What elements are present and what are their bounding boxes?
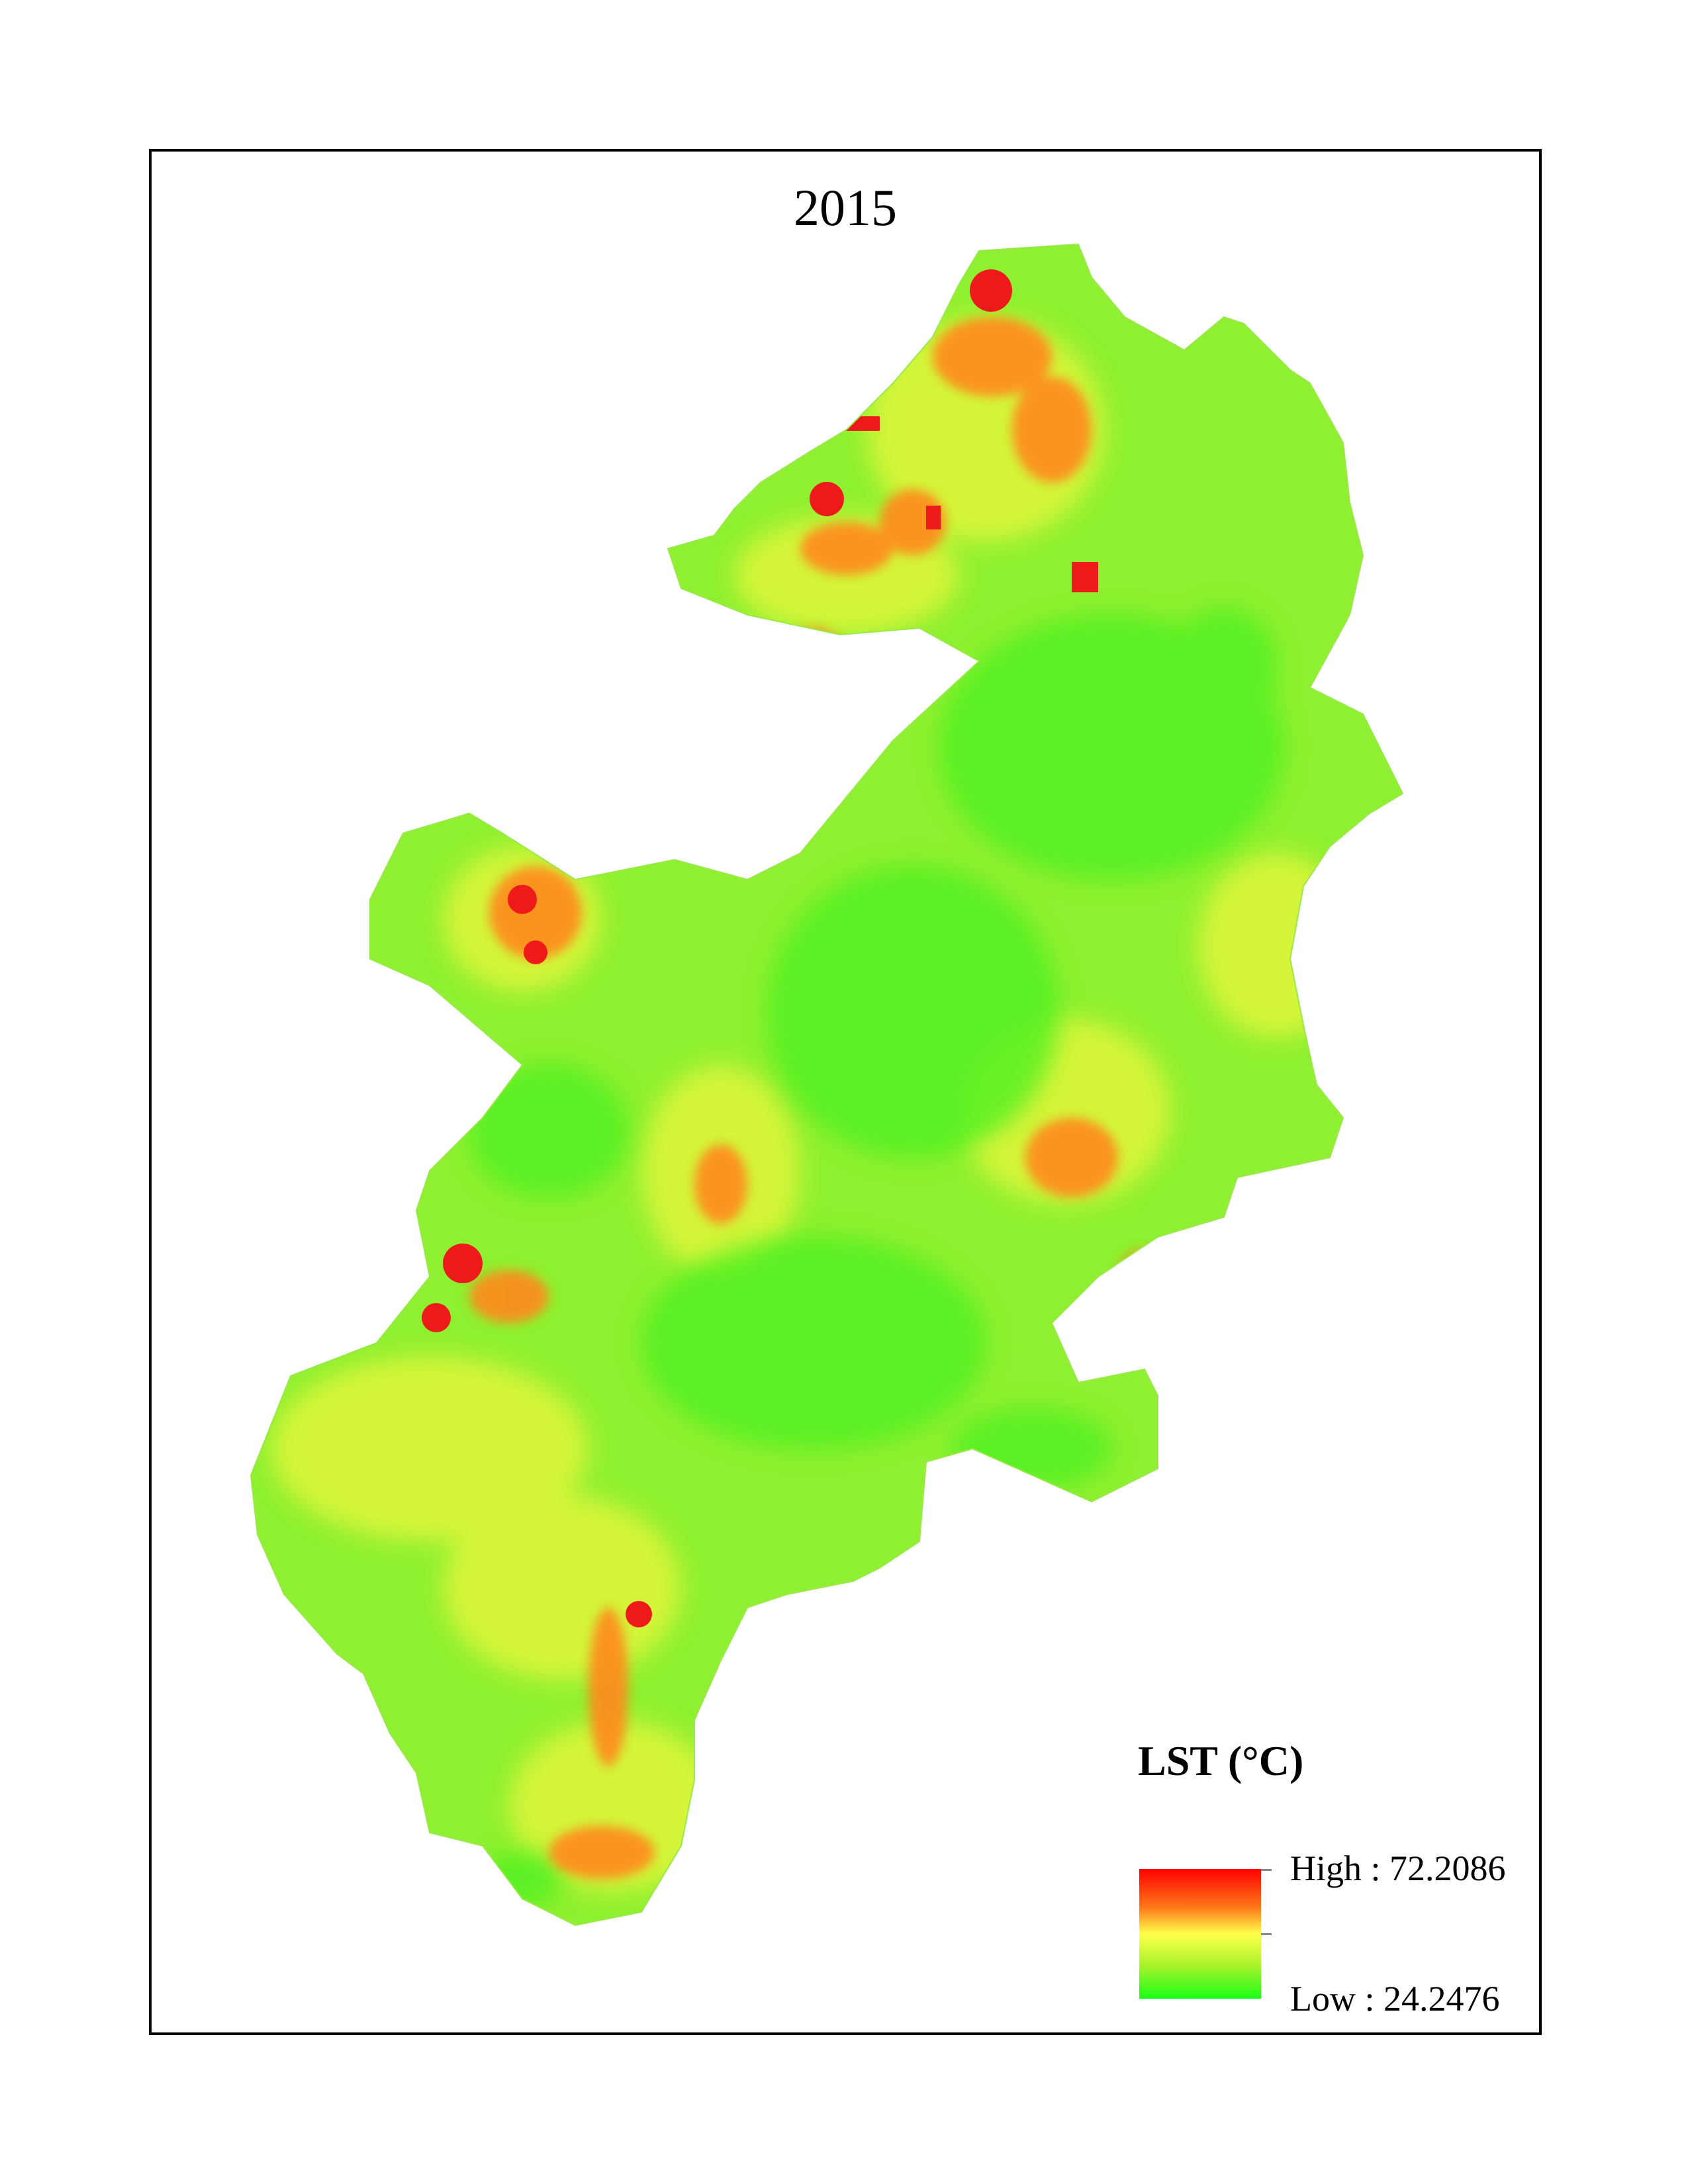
orange-zone <box>549 1826 655 1879</box>
legend-tick-high <box>1261 1869 1272 1871</box>
orange-zone <box>780 628 847 694</box>
green-zone <box>469 1065 628 1197</box>
cool-spot <box>704 619 731 636</box>
green-zone <box>483 1852 562 1905</box>
legend-tick-mid <box>1261 1933 1272 1935</box>
legend-low-label: Low : 24.2476 <box>1290 1979 1500 2019</box>
hotspot <box>422 1303 451 1332</box>
orange-zone <box>1012 377 1092 482</box>
lst-map <box>250 244 1403 1926</box>
green-zone <box>1171 608 1277 727</box>
map-frame: 2015 <box>149 149 1542 2035</box>
hotspot <box>840 416 880 431</box>
hotspot <box>970 269 1012 312</box>
orange-zone <box>933 317 1052 396</box>
map-title: 2015 <box>794 179 897 236</box>
orange-zone <box>800 522 893 575</box>
orange-zone <box>588 1608 628 1766</box>
green-zone <box>767 866 1058 1158</box>
yellow-zone <box>271 1356 588 1541</box>
hotspot <box>926 506 941 529</box>
legend-title: LST (°C) <box>1138 1737 1304 1784</box>
hotspot <box>443 1244 483 1283</box>
orange-zone <box>694 1144 747 1224</box>
hotspot <box>626 1601 652 1627</box>
green-zone <box>953 1409 1111 1488</box>
green-zone <box>641 1237 986 1449</box>
yellow-zone <box>1197 853 1356 1038</box>
yellow-zone <box>443 1495 681 1680</box>
legend-high-label: High : 72.2086 <box>1290 1848 1506 1888</box>
hotspot <box>1072 562 1098 592</box>
orange-zone <box>469 1270 549 1323</box>
hotspot <box>524 940 547 964</box>
orange-zone <box>1025 1118 1118 1197</box>
legend-color-ramp <box>1139 1869 1261 1999</box>
hotspot <box>508 885 537 914</box>
hotspot <box>810 482 844 516</box>
